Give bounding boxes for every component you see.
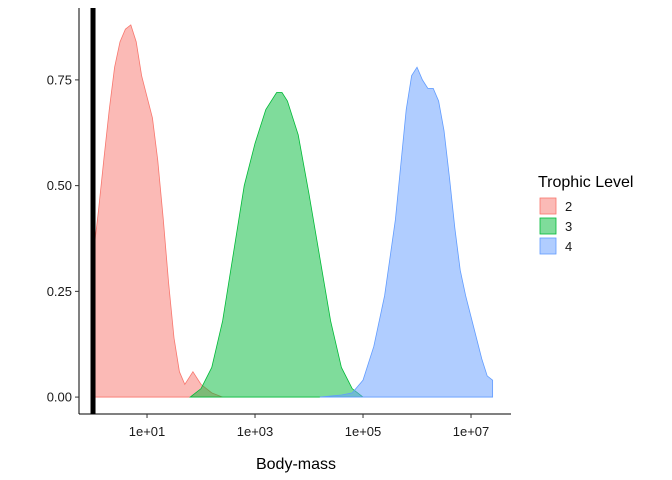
density-area-level-4 — [319, 66, 494, 398]
density-areas — [92, 24, 494, 398]
x-axis-title: Body-mass — [256, 456, 336, 473]
x-tick-label: 1e+07 — [453, 424, 490, 439]
legend-key-level-4 — [539, 237, 557, 255]
legend-label-level-2: 2 — [565, 199, 572, 214]
legend-label-level-4: 4 — [565, 239, 572, 254]
y-tick-label: 0.50 — [47, 178, 72, 193]
density-area-level-3 — [189, 92, 365, 398]
legend-key-level-3 — [539, 217, 557, 235]
density-area-level-2 — [92, 24, 223, 398]
x-tick-label: 1e+05 — [345, 424, 382, 439]
x-axis-ticks: 1e+01 1e+03 1e+05 1e+07 — [129, 414, 490, 439]
legend-title: Trophic Level — [538, 174, 633, 191]
legend-label-level-3: 3 — [565, 219, 572, 234]
legend-key-level-2 — [539, 197, 557, 215]
legend: Trophic Level 2 3 4 — [538, 174, 633, 255]
y-axis-ticks: 0.00 0.25 0.50 0.75 — [47, 72, 79, 405]
y-tick-label: 0.00 — [47, 390, 72, 405]
legend-items: 2 3 4 — [539, 197, 572, 255]
x-tick-label: 1e+01 — [129, 424, 166, 439]
x-tick-label: 1e+03 — [237, 424, 274, 439]
y-tick-label: 0.25 — [47, 284, 72, 299]
y-tick-label: 0.75 — [47, 72, 72, 87]
